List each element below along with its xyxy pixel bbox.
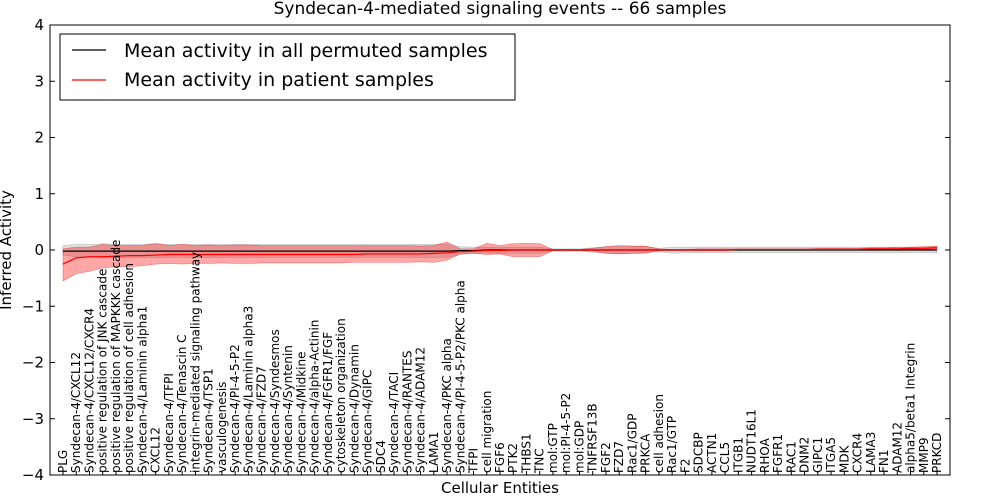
x-tick-label: FN1 (877, 449, 891, 473)
x-tick-label: Syndecan-4/ADAM12 (414, 347, 428, 473)
x-tick-label: Syndecan-4/Laminin alpha1 (135, 306, 149, 473)
x-tick-label: Rac1/GTP (665, 416, 679, 473)
x-tick-label: CXCR4 (851, 433, 865, 473)
x-tick-label: Syndecan-4/RANTES (400, 351, 414, 473)
y-tick-label: 1 (34, 185, 44, 203)
x-tick-label: Syndecan-4/GIPC (361, 370, 375, 473)
y-tick-label: 0 (34, 241, 44, 259)
x-tick-label: FZD7 (612, 441, 626, 473)
x-tick-label: Syndecan-4/TFPI (162, 373, 176, 473)
x-tick-label: MMP9 (917, 437, 931, 473)
x-tick-label: alpha5/beta1 Integrin (904, 343, 918, 473)
x-tick-label: Syndecan-4/Syndesmos (268, 329, 282, 473)
x-tick-label: Syndecan-4/Tenascin C (175, 334, 189, 473)
x-tick-label: vasculogenesis (215, 382, 229, 473)
x-tick-label: PLG (56, 450, 70, 473)
x-tick-label: TFPI (467, 448, 481, 474)
x-tick-label: PRKCA (639, 433, 653, 473)
x-tick-label: CXCL12 (149, 427, 163, 473)
x-tick-label: Syndecan-4/PI-4-5-P2 (228, 344, 242, 473)
x-tick-label: TNC (533, 448, 547, 474)
y-tick-label: 2 (34, 129, 44, 147)
x-tick-label: Syndecan-4/Syntenin (281, 345, 295, 473)
x-tick-label: Rac1/GDP (625, 414, 639, 473)
x-tick-label: LAMA1 (427, 432, 441, 473)
x-tick-label: DNM2 (798, 437, 812, 473)
x-tick-label: Syndecan-4/CXCL12/CXCR4 (82, 308, 96, 473)
x-tick-label: SDCBP (692, 432, 706, 473)
y-tick-label: 3 (34, 72, 44, 90)
x-tick-label: ITGB1 (731, 437, 745, 473)
series-lines (62, 247, 938, 265)
y-tick-label: 4 (34, 16, 44, 34)
x-tick-label: mol:GDP (572, 421, 586, 473)
x-tick-label: ADAM12 (890, 422, 904, 473)
x-tick-label: Syndecan-4/PKC alpha (440, 338, 454, 473)
x-tick-label: Syndecan-4/TACI (387, 372, 401, 473)
x-tick-label: MDK (837, 444, 851, 473)
x-tick-label: cell migration (480, 391, 494, 473)
x-tick-label: mol:GTP (546, 423, 560, 473)
x-tick-label: PTK2 (506, 443, 520, 473)
legend: Mean activity in all permuted samples Me… (59, 33, 516, 101)
x-tick-label: Syndecan-4/TSP1 (202, 368, 216, 473)
x-tick-label: cell adhesion (652, 394, 666, 473)
chart-title: Syndecan-4-mediated signaling events -- … (274, 0, 727, 19)
legend-box (59, 33, 516, 101)
x-tick-label: LAMA3 (864, 432, 878, 473)
x-tick-label: Syndecan-4/CXCL12 (69, 352, 83, 473)
x-tick-label: ITGA5 (824, 437, 838, 473)
y-axis-ticks: −4 −3 −2 −1 0 1 2 3 4 (22, 16, 950, 484)
x-tick-label: ACTN1 (705, 433, 719, 473)
x-tick-label: Syndecan-4/alpha-Actinin (308, 320, 322, 473)
y-tick-label: −4 (22, 466, 44, 484)
y-axis-label: Inferred Activity (0, 190, 15, 310)
x-tick-label: Syndecan-4/Laminin alpha3 (241, 306, 255, 473)
x-tick-label: F2 (678, 458, 692, 473)
x-tick-label: PRKCD (930, 433, 944, 473)
x-tick-label: cytoskeleton organization (334, 318, 348, 473)
x-tick-label: FGF2 (599, 442, 613, 473)
x-axis-label: Cellular Entities (441, 479, 559, 497)
y-tick-label: −1 (22, 297, 44, 315)
x-tick-label: Syndecan-4/FZD7 (255, 366, 269, 473)
x-tick-label: CCL5 (718, 442, 732, 473)
x-tick-label: FGF6 (493, 442, 507, 473)
legend-entry-patient: Mean activity in patient samples (124, 69, 434, 91)
x-tick-label: Syndecan-4/Dynamin (347, 344, 361, 473)
x-tick-label: integrin-mediated signaling pathway (188, 252, 202, 473)
x-tick-label: positive regulation of MAPKKK cascade (109, 240, 123, 473)
x-tick-label: Syndecan-4/Midkine (294, 352, 308, 473)
y-tick-label: −2 (22, 354, 44, 372)
x-tick-label: Syndecan-4/FGFR1/FGF (321, 332, 335, 473)
x-tick-label: NUDT16L1 (745, 409, 759, 473)
x-tick-label: positive regulation of JNK cascade (96, 269, 110, 473)
x-tick-label: GIPC1 (811, 437, 825, 473)
x-axis-tick-labels: PLG Syndecan-4/CXCL12 Syndecan-4/CXCL12/CX… (56, 240, 944, 475)
x-tick-label: TNFRSF13B (586, 403, 600, 474)
y-tick-label: −3 (22, 410, 44, 428)
x-tick-label: Syndecan-4/PI-4-5-P2/PKC alpha (453, 280, 467, 473)
x-tick-label: mol:PI-4-5-P2 (559, 393, 573, 473)
x-tick-label: FGFR1 (771, 434, 785, 473)
patient-band (62, 241, 938, 282)
x-tick-label: RHOA (758, 437, 772, 473)
x-tick-label: THBS1 (519, 433, 533, 474)
legend-entry-permuted: Mean activity in all permuted samples (124, 40, 487, 62)
patient-mean-line (62, 247, 938, 265)
x-tick-label: positive regulation of cell adhesion (122, 263, 136, 473)
x-tick-label: SDC4 (374, 440, 388, 473)
x-tick-label: RAC1 (784, 441, 798, 473)
